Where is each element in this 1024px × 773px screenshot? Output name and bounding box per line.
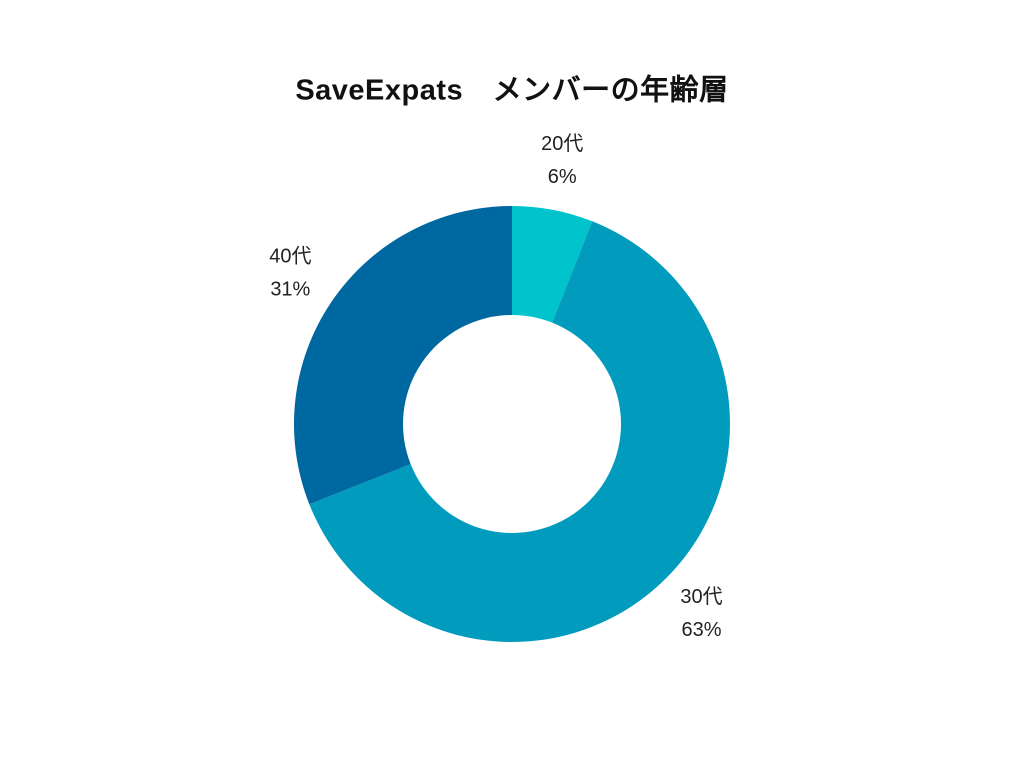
- donut-slice: [309, 221, 730, 642]
- category-label: 40代: [269, 245, 311, 268]
- value-label: 6%: [548, 166, 577, 188]
- donut: [294, 206, 730, 642]
- donut-slice: [294, 206, 512, 505]
- donut-slice: [512, 206, 593, 323]
- labels: 20代 6% 30代 63% 40代 31%: [269, 132, 722, 641]
- category-label: 20代: [541, 132, 583, 155]
- category-label: 30代: [680, 585, 722, 608]
- value-label: 31%: [270, 279, 310, 301]
- chart-title: SaveExpats メンバーの年齢層: [295, 73, 728, 107]
- value-label: 63%: [681, 619, 721, 641]
